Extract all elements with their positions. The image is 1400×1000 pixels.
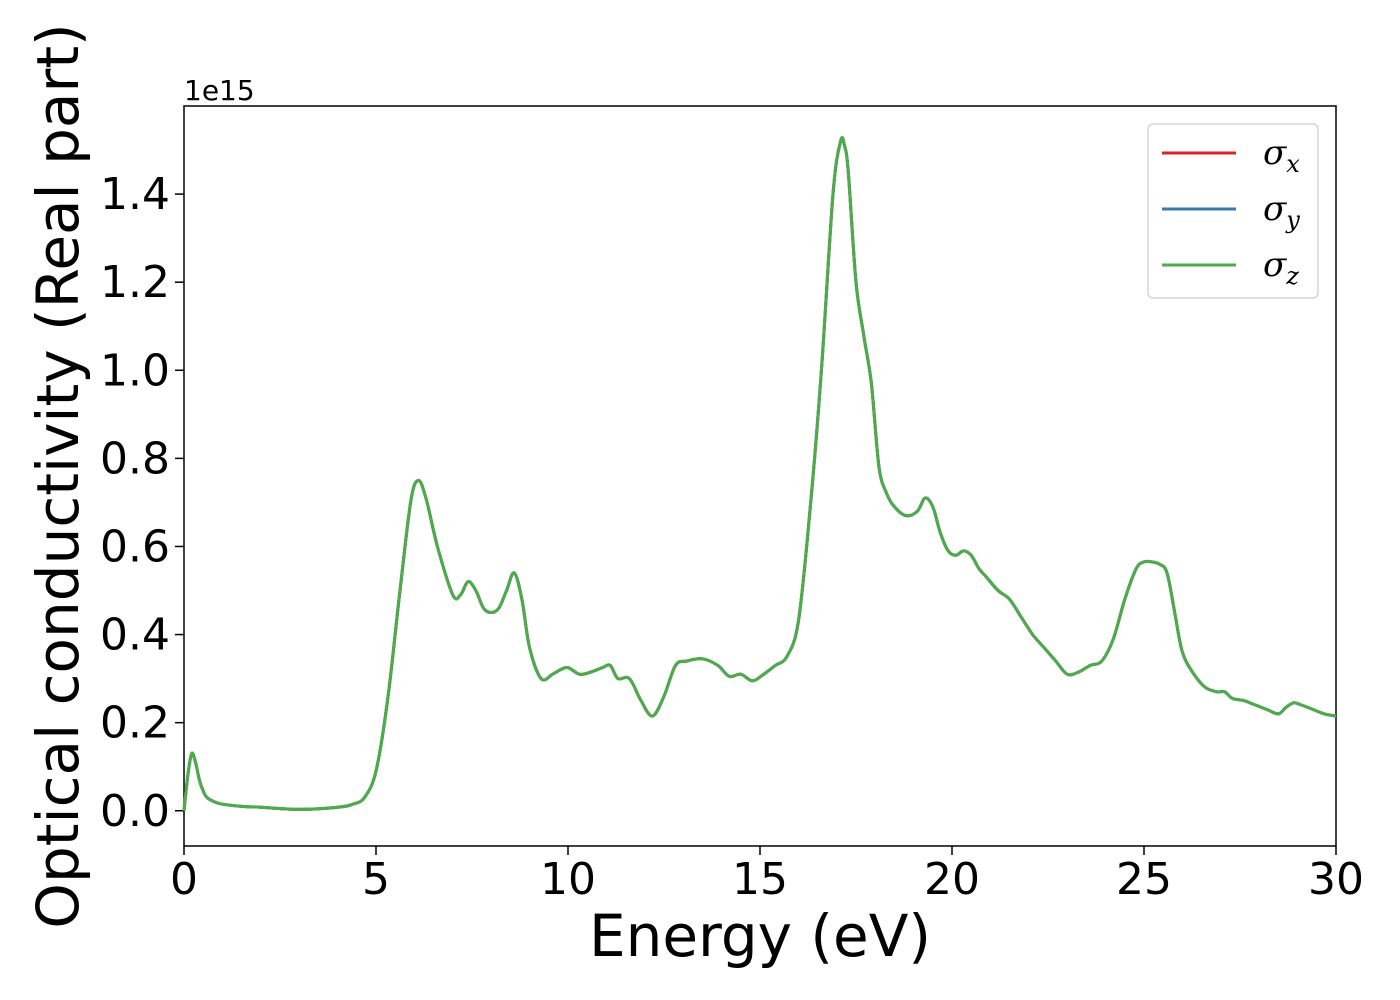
y-tick-label: 1.0 bbox=[100, 345, 170, 396]
legend-label-symbol: σ bbox=[1263, 245, 1287, 285]
y-tick-label: 0.8 bbox=[100, 433, 170, 484]
ticks: 0 5 10 15 20 25 30 0.0 0.2 0.4 0.6 0.8 1.0 1.2 1.4 bbox=[100, 169, 1364, 905]
legend-label-sigma-z: σz bbox=[1263, 245, 1299, 290]
x-tick-label: 10 bbox=[540, 854, 596, 905]
x-axis-title: Energy (eV) bbox=[589, 902, 931, 970]
legend-label-subscript: z bbox=[1285, 262, 1299, 290]
legend-box bbox=[1147, 123, 1319, 299]
x-tick-label: 15 bbox=[732, 854, 788, 905]
y-tick-label: 0.0 bbox=[100, 786, 170, 837]
x-tick-label: 0 bbox=[170, 854, 198, 905]
x-tick-label: 25 bbox=[1116, 854, 1172, 905]
plot-area bbox=[183, 105, 1337, 847]
y-offset-label: 1e15 bbox=[184, 74, 255, 107]
x-tick-label: 30 bbox=[1308, 854, 1364, 905]
x-tick-label: 20 bbox=[924, 854, 980, 905]
series-lines bbox=[182, 136, 1337, 811]
legend-label-sigma-y: σy bbox=[1263, 189, 1300, 234]
legend-label-subscript: y bbox=[1285, 206, 1300, 234]
legend-label-sigma-x: σx bbox=[1263, 133, 1300, 178]
y-tick-label: 0.6 bbox=[100, 521, 170, 572]
y-tick-label: 0.2 bbox=[100, 698, 170, 749]
legend-label-subscript: x bbox=[1286, 150, 1300, 178]
legend-label-symbol: σ bbox=[1263, 189, 1287, 229]
y-tick-label: 1.2 bbox=[100, 257, 170, 308]
y-tick-label: 1.4 bbox=[100, 169, 170, 220]
y-tick-label: 0.4 bbox=[100, 610, 170, 661]
y-axis-title: Optical conductivity (Real part) bbox=[24, 23, 92, 928]
x-tick-label: 5 bbox=[362, 854, 390, 905]
series-line-sigma-z bbox=[182, 136, 1337, 811]
legend-label-symbol: σ bbox=[1263, 133, 1287, 173]
